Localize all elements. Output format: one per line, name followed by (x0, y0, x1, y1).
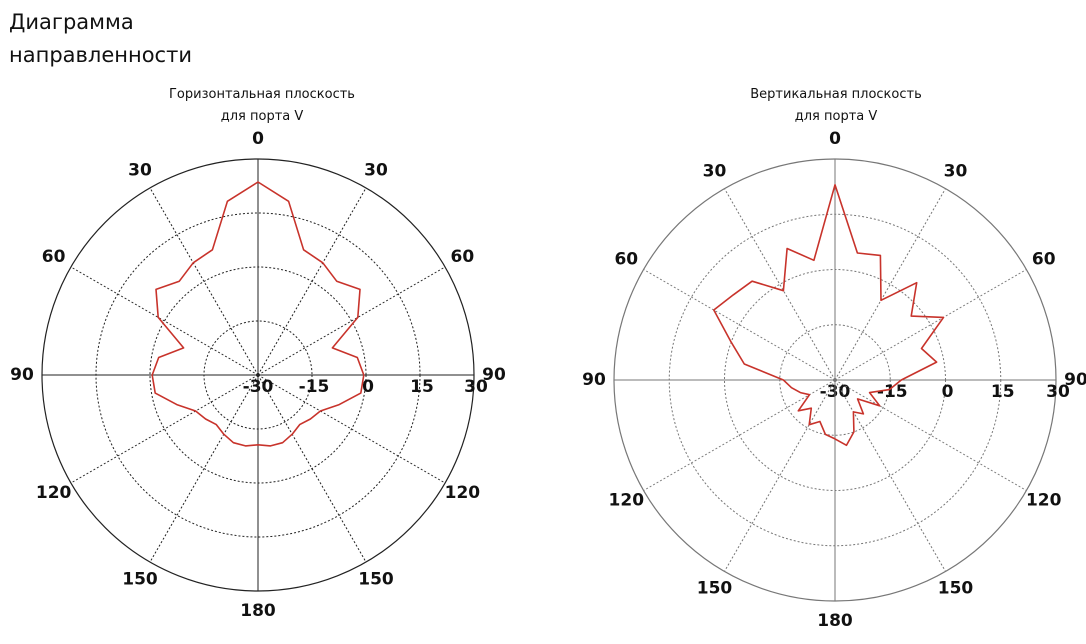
grid-spoke (724, 379, 836, 572)
r-tick-label: 15 (991, 382, 1015, 402)
theta-tick-label: 120 (1026, 491, 1062, 511)
theta-tick-label: 180 (817, 611, 853, 631)
theta-tick-label: 90 (10, 365, 34, 385)
r-tick-label: 0 (942, 382, 954, 402)
grid-spoke (643, 269, 836, 381)
grid-spoke (834, 379, 946, 572)
theta-tick-label: 60 (1032, 250, 1056, 270)
theta-tick-label: 0 (252, 129, 264, 149)
theta-tick-label: 60 (451, 247, 475, 267)
theta-tick-label: 60 (42, 247, 66, 267)
grid-spoke (70, 266, 259, 376)
pattern-curve (151, 181, 365, 447)
theta-tick-label: 30 (703, 161, 727, 181)
grid-spoke (834, 269, 1027, 381)
theta-tick-label: 180 (240, 601, 276, 621)
theta-tick-label: 60 (614, 250, 638, 270)
r-tick-label: -15 (877, 382, 908, 402)
grid-spoke (70, 374, 259, 484)
theta-tick-label: 30 (944, 161, 968, 181)
pattern-curve (713, 184, 945, 447)
r-tick-label: 30 (464, 377, 488, 397)
theta-tick-label: 120 (445, 483, 481, 503)
theta-tick-label: 90 (1064, 370, 1086, 390)
grid-spoke (643, 379, 836, 491)
theta-tick-label: 150 (938, 579, 974, 599)
theta-tick-label: 30 (128, 161, 152, 181)
r-tick-label: -15 (299, 377, 330, 397)
theta-tick-label: 90 (582, 370, 606, 390)
theta-tick-label: 150 (697, 579, 733, 599)
grid-spoke (257, 374, 367, 563)
grid-spoke (834, 379, 1027, 491)
theta-tick-label: 0 (829, 129, 841, 149)
theta-tick-label: 120 (36, 483, 72, 503)
r-tick-label: 30 (1046, 382, 1070, 402)
grid-spoke (257, 374, 446, 484)
theta-tick-label: 150 (122, 569, 158, 589)
r-tick-label: 0 (362, 377, 374, 397)
grid-spoke (149, 187, 259, 376)
chart-title: Горизонтальная плоскость для порта V (169, 87, 355, 124)
grid-spoke (834, 188, 946, 381)
page-title: Диаграмма направленности (9, 10, 192, 67)
theta-tick-label: 90 (482, 365, 506, 385)
grid-spoke (724, 188, 836, 381)
theta-tick-label: 30 (364, 161, 388, 181)
grid-spoke (257, 187, 367, 376)
theta-tick-label: 120 (609, 491, 645, 511)
chart-title: Вертикальная плоскость для порта V (750, 87, 922, 124)
grid-spoke (257, 266, 446, 376)
theta-tick-label: 150 (358, 569, 394, 589)
r-tick-label: 15 (410, 377, 434, 397)
grid-spoke (149, 374, 259, 563)
